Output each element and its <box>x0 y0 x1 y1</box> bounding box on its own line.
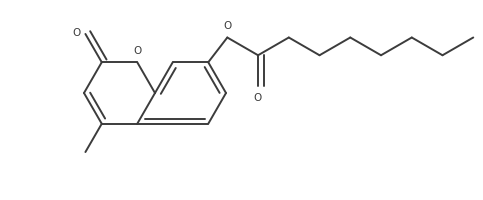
Text: O: O <box>134 46 142 56</box>
Text: O: O <box>72 28 81 38</box>
Text: O: O <box>224 21 232 31</box>
Text: O: O <box>254 93 262 103</box>
